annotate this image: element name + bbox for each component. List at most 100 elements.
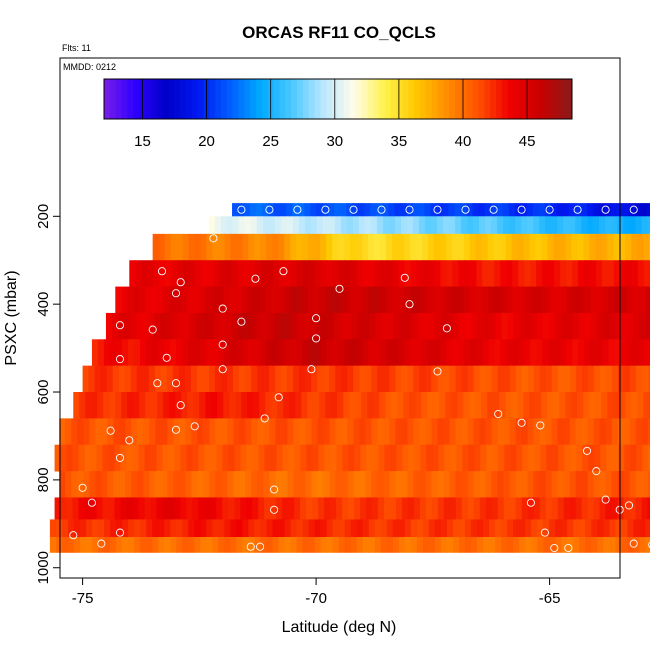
heat-cell <box>258 497 265 520</box>
heat-cell <box>272 339 279 367</box>
heat-cell <box>479 471 487 498</box>
heat-cell <box>356 519 364 538</box>
heat-cell <box>225 260 232 287</box>
heat-cell <box>489 312 497 340</box>
heat-cell <box>573 536 580 553</box>
heat-cell <box>527 418 535 446</box>
heat-cell <box>587 365 595 393</box>
heat-cell <box>364 203 371 217</box>
heat-cell <box>208 365 216 393</box>
heat-cell <box>592 203 600 217</box>
heat-cell <box>574 203 582 217</box>
heat-cell <box>254 519 262 538</box>
colorbar-swatch <box>215 79 222 119</box>
sample-point <box>377 205 386 214</box>
heat-cell <box>342 444 350 472</box>
heat-cell <box>579 312 586 340</box>
heat-cell <box>308 536 316 553</box>
sample-point <box>648 541 650 549</box>
heat-cell <box>165 312 173 340</box>
heat-cell <box>393 312 401 340</box>
heat-cell <box>589 392 596 419</box>
heat-cell <box>151 286 159 314</box>
heat-cell <box>368 519 376 538</box>
heat-cell <box>483 312 491 340</box>
heat-cell <box>308 519 316 538</box>
heat-cell <box>619 260 627 287</box>
heat-cell <box>483 536 490 553</box>
heat-cell <box>359 471 367 498</box>
heat-cell <box>485 365 493 393</box>
sample-point <box>218 340 227 349</box>
heat-cell <box>494 339 501 367</box>
heat-cell <box>122 519 129 538</box>
heat-cell <box>516 444 523 472</box>
heat-cell <box>553 392 560 419</box>
heat-cell <box>452 286 459 314</box>
heat-cell <box>332 536 340 553</box>
heat-cell <box>182 536 189 553</box>
heat-cell <box>491 418 499 446</box>
heat-cell <box>188 519 195 538</box>
colorbar-swatch <box>121 79 128 119</box>
heat-cell <box>601 260 609 287</box>
heat-cell <box>611 216 618 235</box>
heat-cell <box>578 286 586 314</box>
heat-cell <box>296 339 303 367</box>
heat-cell <box>318 497 325 520</box>
sample-point <box>115 355 125 364</box>
heat-cell <box>266 233 273 261</box>
heat-cell <box>619 392 626 419</box>
heat-cell <box>608 286 616 314</box>
heat-cell <box>565 233 573 261</box>
heat-cell <box>388 216 396 235</box>
heat-cell <box>468 444 475 472</box>
heat-cell <box>314 519 322 538</box>
heat-cell <box>457 233 465 261</box>
heat-cell <box>138 497 146 520</box>
heat-cell <box>445 233 453 261</box>
heat-cell <box>596 339 603 367</box>
heat-cell <box>145 392 152 419</box>
colorbar: 15 20 25 30 35 40 45 <box>103 78 573 150</box>
heat-cell <box>485 471 493 498</box>
heat-cell <box>520 203 528 217</box>
heat-cell <box>350 536 358 553</box>
heat-cell <box>578 260 585 287</box>
heat-cell <box>259 392 266 419</box>
heat-cell <box>343 392 350 419</box>
heat-cell <box>126 497 134 520</box>
heat-cell <box>536 339 543 367</box>
heat-cell <box>168 497 175 520</box>
heat-cell <box>183 260 190 287</box>
heat-cell <box>230 233 237 261</box>
heat-cell <box>413 471 421 498</box>
colorbar-swatch <box>127 79 134 119</box>
heat-cell <box>96 497 104 520</box>
heat-cell <box>563 216 570 235</box>
heat-cell <box>347 365 354 393</box>
heat-cell <box>519 519 526 538</box>
heat-cell <box>444 444 451 472</box>
heat-cell <box>590 339 597 367</box>
heat-cell <box>230 339 237 367</box>
heat-cell <box>277 392 284 419</box>
heat-cell <box>587 216 594 235</box>
heat-cell <box>139 286 146 314</box>
heat-cell <box>185 418 192 446</box>
heat-cell <box>311 471 319 498</box>
heat-cell <box>121 339 129 367</box>
heat-cell <box>356 536 364 553</box>
heat-cell <box>307 392 314 419</box>
heat-cell <box>205 286 213 314</box>
colorbar-swatch <box>291 79 298 119</box>
heat-cell <box>79 519 87 538</box>
heat-cell <box>350 519 358 538</box>
heat-cell <box>477 519 484 538</box>
heat-cell <box>356 233 363 261</box>
heat-cell <box>389 471 397 498</box>
heat-cell <box>647 471 650 498</box>
heat-cell <box>192 444 200 472</box>
heat-cell <box>223 286 231 314</box>
heat-cell <box>194 519 201 538</box>
